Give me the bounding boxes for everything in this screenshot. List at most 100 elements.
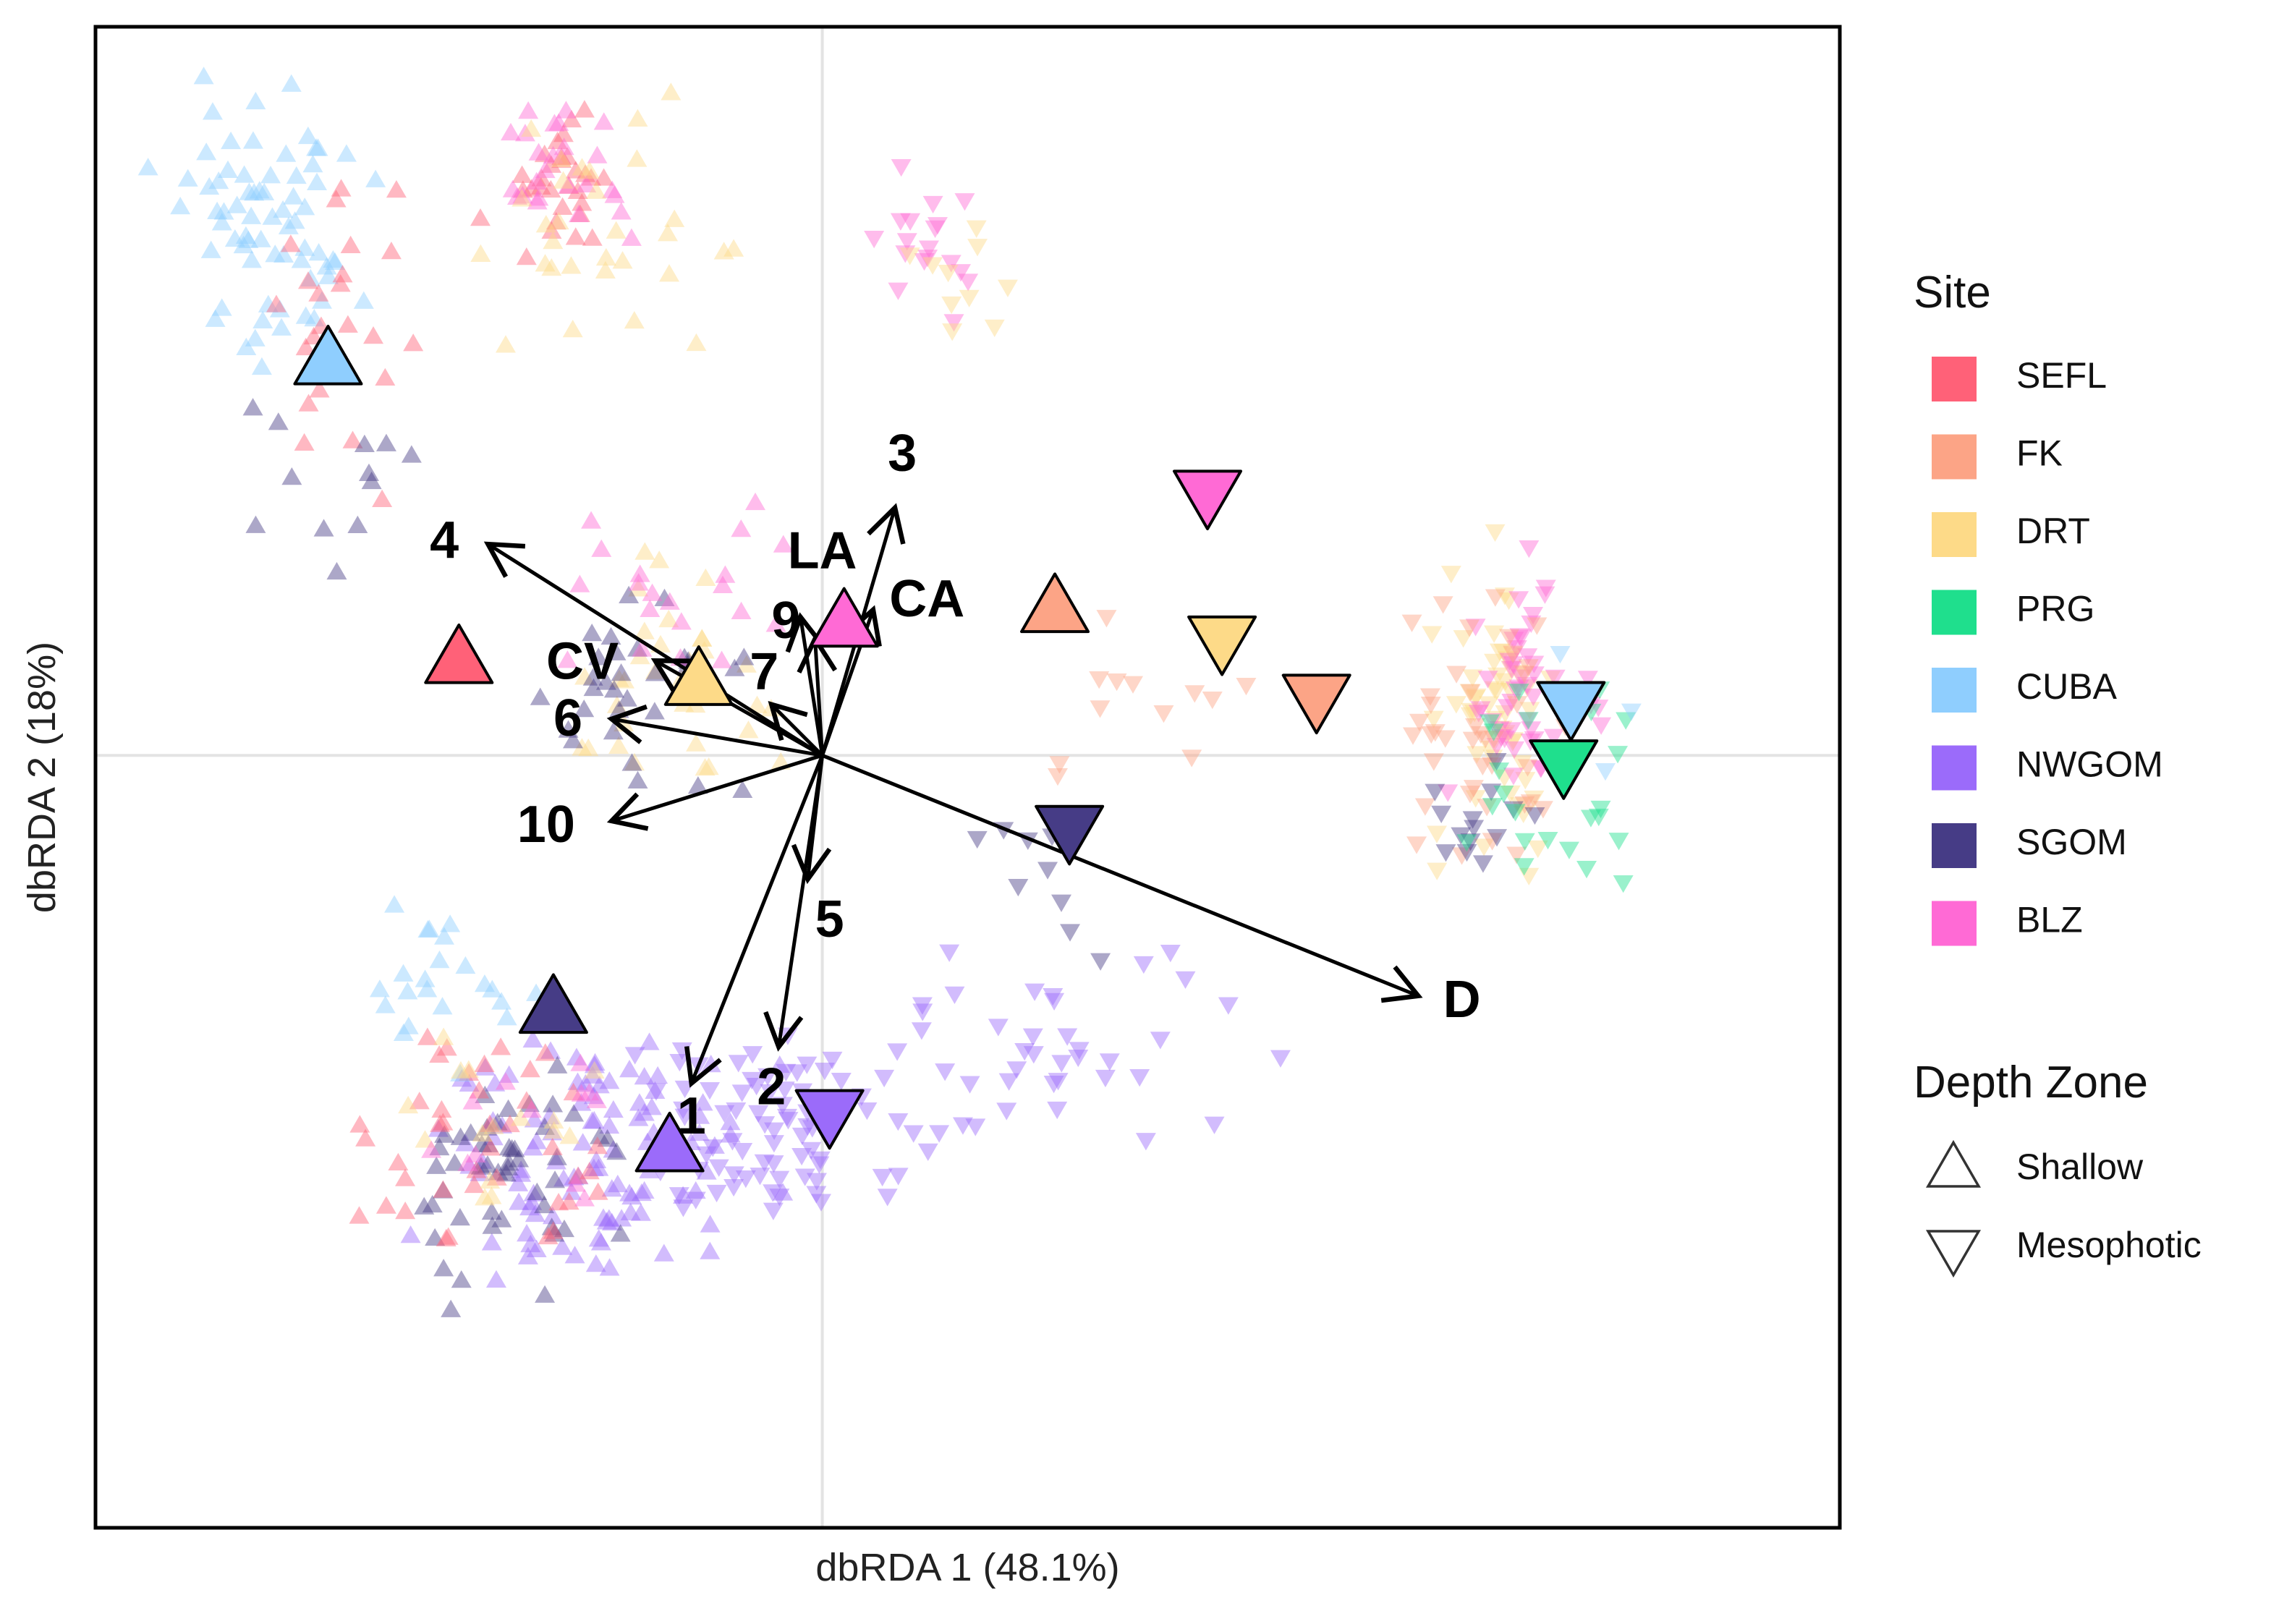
sample-point-blz: [557, 650, 578, 668]
sample-point-drt: [1485, 524, 1506, 542]
sample-point-drt: [747, 695, 768, 713]
sample-points: [137, 67, 1642, 1317]
sample-point-sgom: [268, 412, 289, 430]
sample-point-drt: [433, 1027, 454, 1045]
sample-point-sefl: [567, 1166, 588, 1184]
sample-point-drt: [959, 289, 980, 307]
sample-point-sefl: [431, 1100, 452, 1118]
sample-point-cuba: [291, 250, 312, 268]
sample-point-sefl: [464, 1175, 485, 1194]
sample-point-cuba: [276, 144, 297, 162]
sample-point-nwgom: [459, 1156, 480, 1174]
sample-point-cuba: [286, 166, 307, 184]
sample-point-drt: [1466, 688, 1487, 707]
sample-point-blz: [1438, 784, 1459, 802]
sample-point-drt: [1500, 785, 1521, 803]
sample-point-sgom: [281, 467, 302, 485]
sample-point-sgom: [498, 1157, 519, 1176]
sample-point-sgom: [471, 1134, 492, 1152]
sample-point-sgom: [313, 519, 334, 537]
sample-point-nwgom: [673, 1199, 694, 1217]
sample-point-blz: [1543, 728, 1564, 747]
sample-point-blz: [1517, 648, 1538, 666]
sample-point-nwgom: [601, 1179, 622, 1197]
sample-point-nwgom: [674, 1108, 695, 1126]
sample-point-blz: [579, 1083, 600, 1101]
sample-point-nwgom: [669, 1054, 690, 1072]
sample-point-prg: [1505, 804, 1526, 822]
sample-point-sgom: [425, 1228, 446, 1246]
sample-point-blz: [1470, 701, 1491, 719]
sample-point-nwgom: [1043, 987, 1064, 1006]
sample-point-nwgom: [872, 1168, 893, 1187]
sample-point-nwgom: [786, 1064, 807, 1082]
sample-point-cuba: [429, 951, 450, 969]
sample-point-nwgom: [696, 1162, 717, 1180]
sample-point-sgom: [477, 1134, 498, 1152]
sample-point-cuba: [221, 131, 242, 150]
sample-point-cuba: [235, 226, 256, 244]
sample-point-nwgom: [748, 1105, 769, 1123]
sample-point-sefl: [330, 274, 351, 292]
vector-arrow-2: [763, 754, 825, 1052]
sample-point-nwgom: [599, 1258, 620, 1276]
sample-point-drt: [1524, 790, 1545, 809]
sample-point-drt: [629, 646, 650, 665]
sample-point-nwgom: [628, 1108, 649, 1126]
sample-point-drt: [938, 264, 959, 283]
sample-point-nwgom: [1218, 997, 1239, 1015]
sample-point-drt: [1465, 689, 1486, 708]
sample-point-nwgom: [1057, 1028, 1078, 1046]
sample-point-drt: [510, 1108, 531, 1126]
sample-point-blz: [895, 245, 916, 263]
sample-point-sefl: [547, 131, 568, 150]
sample-point-blz: [711, 650, 732, 668]
sample-point-prg: [1514, 833, 1535, 851]
sample-point-blz: [914, 253, 935, 271]
sample-point-cuba: [496, 1008, 517, 1026]
sample-point-drt: [483, 1116, 504, 1134]
sample-point-blz: [925, 220, 946, 239]
sample-point-sefl: [409, 1092, 430, 1110]
sample-point-nwgom: [599, 1115, 620, 1134]
sample-point-drt: [586, 181, 607, 199]
sample-point-cuba: [283, 187, 304, 205]
sample-point-nwgom: [517, 1246, 538, 1264]
vector-label-9: 9: [771, 592, 800, 650]
sample-point-sefl: [574, 100, 595, 118]
vector-label-5: 5: [815, 890, 844, 948]
sample-point-fk: [1406, 836, 1427, 854]
sample-point-sgom: [1472, 855, 1493, 873]
sample-point-blz: [1501, 660, 1522, 679]
sample-point-drt: [574, 667, 595, 685]
sample-point-drt: [480, 1170, 501, 1189]
sample-point-drt: [1440, 566, 1461, 584]
sample-point-sefl: [337, 315, 358, 333]
sample-point-drt: [1495, 673, 1516, 691]
sample-point-drt: [1459, 684, 1480, 702]
sample-point-nwgom: [1160, 944, 1181, 963]
sample-point-blz: [1497, 699, 1518, 717]
sample-point-blz: [462, 1092, 483, 1110]
sample-point-blz: [922, 195, 943, 214]
sample-point-nwgom: [742, 1046, 763, 1064]
sample-point-drt: [562, 320, 583, 338]
sample-point-blz: [1517, 712, 1538, 730]
centroid-fk-shallow: [1020, 572, 1090, 634]
sample-point-sefl: [581, 168, 602, 186]
sample-point-prg: [1456, 834, 1477, 852]
sample-point-drt: [634, 542, 655, 560]
sample-point-fk: [1472, 757, 1493, 775]
sample-point-blz: [602, 180, 623, 198]
sample-point-nwgom: [631, 1183, 652, 1202]
sample-point-fk: [1049, 756, 1070, 774]
sample-point-fk: [1485, 589, 1506, 607]
sample-point-drt: [495, 335, 516, 353]
sample-point-blz: [1503, 768, 1524, 786]
sample-point-sefl: [543, 1221, 564, 1239]
sample-point-fk: [1514, 796, 1535, 814]
sample-point-fk: [1482, 833, 1503, 851]
sample-point-nwgom: [624, 1047, 645, 1065]
legend-label-shallow: Shallow: [2016, 1147, 2144, 1187]
sample-point-cuba: [211, 213, 232, 231]
